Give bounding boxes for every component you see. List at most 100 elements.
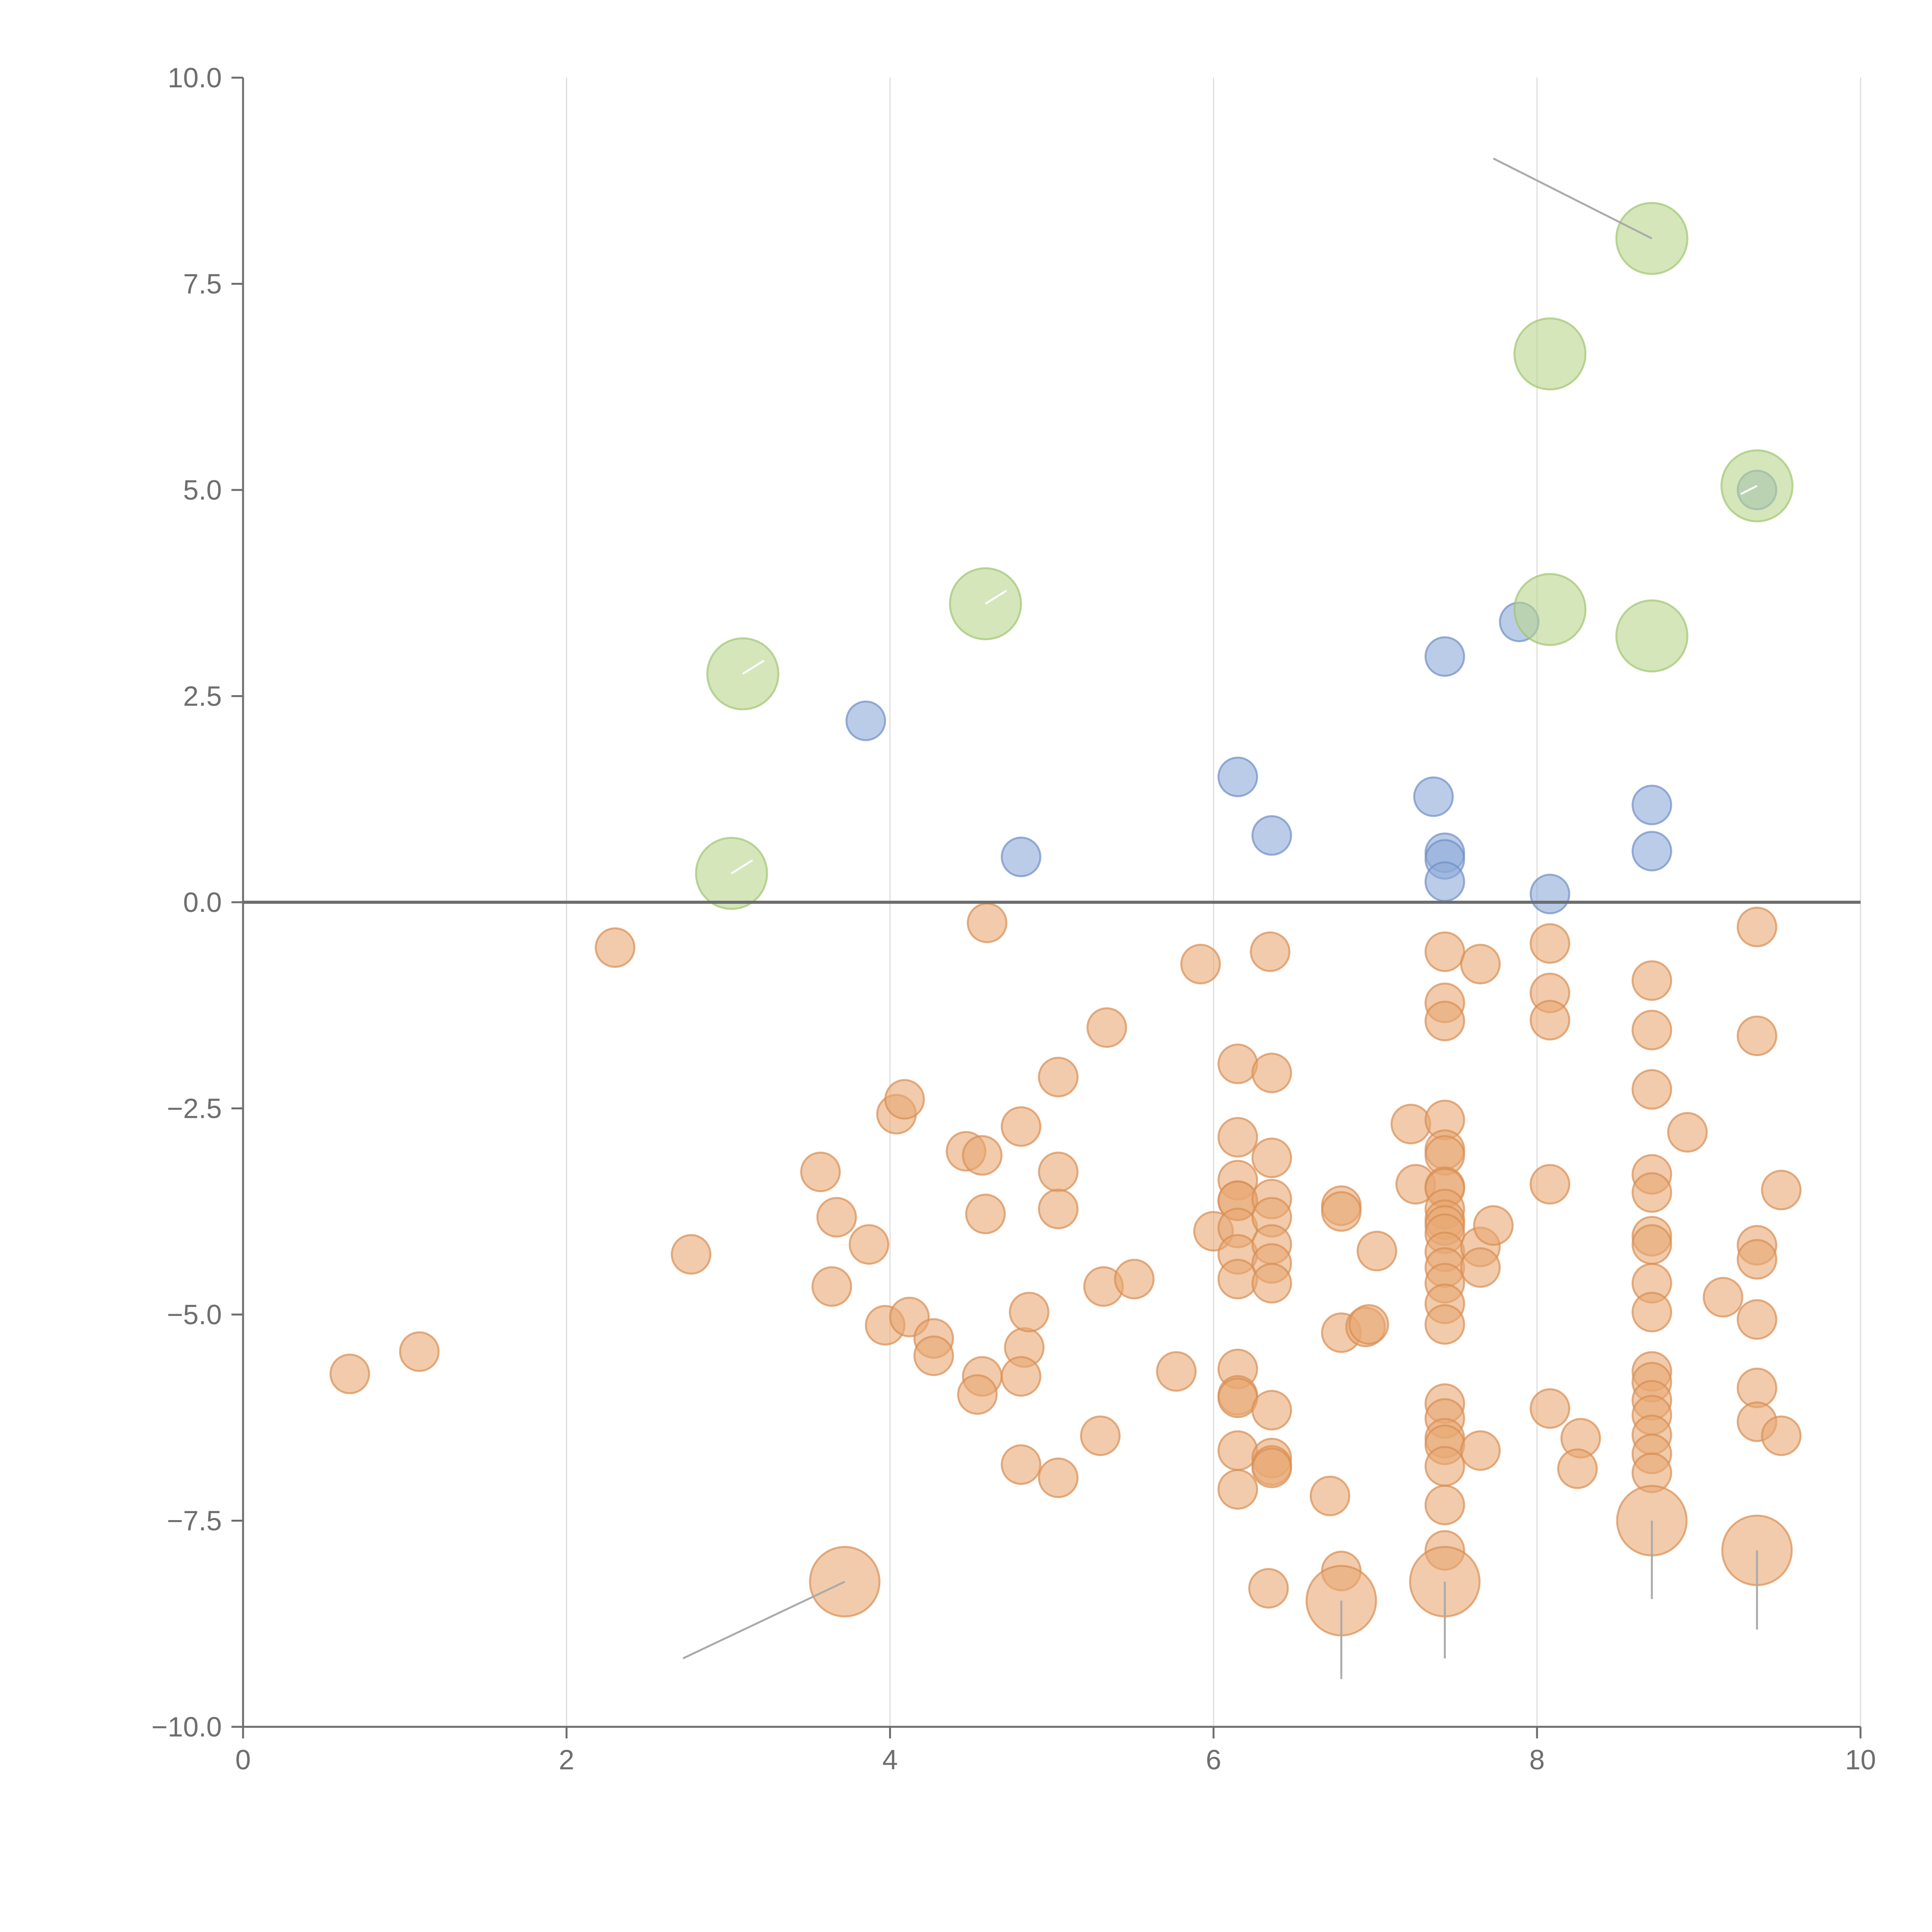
data-point-orange: [1009, 1292, 1049, 1333]
data-point-orange: [1529, 923, 1570, 964]
y-axis-ticks: −10.0 −7.5 −5.0 −2.5 0.0 2.5 5.0 7.5 10.0: [151, 63, 243, 1743]
y-tick-label: −10.0: [151, 1712, 222, 1743]
data-point-orange: [1736, 1239, 1777, 1280]
annotation-leader-line: [1493, 157, 1653, 240]
data-point-orange: [1736, 1015, 1777, 1056]
data-point-orange: [595, 927, 636, 968]
data-point-orange: [1390, 1104, 1431, 1145]
data-point-orange: [1248, 1568, 1289, 1609]
x-tick-label: 6: [1206, 1745, 1221, 1776]
data-point-orange: [1000, 1356, 1041, 1397]
data-point-orange: [1460, 1430, 1501, 1471]
data-point-orange: [1631, 1172, 1672, 1213]
data-point-orange: [1460, 944, 1501, 985]
data-point-orange: [1631, 960, 1672, 1001]
data-point-orange: [1217, 1378, 1258, 1418]
data-point-orange: [399, 1331, 440, 1372]
data-point-orange: [800, 1151, 841, 1192]
data-point-orange: [811, 1266, 852, 1307]
data-point-orange: [1348, 1304, 1389, 1345]
y-tick-label: 0.0: [183, 887, 222, 918]
y-tick-label: −5.0: [167, 1299, 222, 1330]
data-point-orange: [1217, 1043, 1258, 1084]
data-point-orange: [1761, 1415, 1802, 1456]
data-point-blue: [1424, 861, 1465, 902]
x-tick-label: 4: [882, 1745, 898, 1776]
data-point-orange: [1251, 1390, 1292, 1431]
data-points: [329, 202, 1802, 1636]
data-point-orange: [1000, 1106, 1041, 1147]
y-tick-label: −7.5: [167, 1506, 222, 1537]
data-point-orange: [1217, 1469, 1258, 1510]
data-point-green-large: [1513, 573, 1587, 646]
data-point-orange: [1424, 1304, 1465, 1345]
data-point-orange: [965, 1194, 1006, 1235]
data-point-orange: [967, 902, 1008, 943]
data-point-orange: [957, 1374, 998, 1415]
data-point-orange: [913, 1335, 954, 1376]
data-point-orange: [1424, 931, 1465, 972]
x-tick-label: 10: [1845, 1745, 1876, 1776]
data-point-orange: [1631, 1224, 1672, 1265]
data-point-orange: [1529, 1388, 1570, 1429]
data-point-orange: [1321, 1191, 1362, 1232]
data-point-orange: [1038, 1151, 1079, 1192]
data-point-blue: [1529, 874, 1570, 915]
data-point-orange: [1424, 1000, 1465, 1041]
data-point-orange: [1736, 906, 1777, 947]
data-point-blue: [1631, 831, 1672, 872]
data-point-orange: [1631, 1069, 1672, 1110]
data-point-orange: [1631, 1010, 1672, 1051]
y-tick-label: 7.5: [183, 269, 222, 300]
data-point-orange: [1038, 1189, 1079, 1230]
data-point-orange: [1180, 944, 1221, 985]
data-point-orange: [1736, 1299, 1777, 1340]
data-point-orange: [1086, 1007, 1127, 1048]
data-point-orange: [1310, 1475, 1350, 1516]
x-tick-label: 8: [1529, 1745, 1545, 1776]
data-point-orange: [1251, 1053, 1292, 1094]
data-point-orange: [329, 1354, 370, 1395]
y-tick-label: 10.0: [168, 63, 222, 94]
data-point-orange: [671, 1234, 712, 1275]
data-point-orange: [1424, 1485, 1465, 1526]
data-point-blue: [845, 701, 886, 742]
data-point-orange: [1529, 1000, 1570, 1041]
annotation-leader-line: [1740, 485, 1758, 495]
data-point-blue: [1000, 837, 1041, 878]
y-tick-label: 5.0: [183, 475, 222, 506]
x-axis-ticks: 0 2 4 6 8 10: [235, 1727, 1876, 1776]
data-point-orange: [1529, 1164, 1570, 1205]
data-point-blue: [1251, 815, 1292, 856]
data-point-orange: [1251, 1447, 1292, 1488]
data-point-orange: [1761, 1170, 1802, 1211]
data-point-blue: [1631, 784, 1672, 825]
data-point-orange: [1424, 1446, 1465, 1487]
annotation-leaders: [682, 157, 1758, 1679]
data-point-orange: [849, 1224, 889, 1265]
data-point-orange: [962, 1135, 1003, 1176]
y-tick-label: −2.5: [167, 1094, 222, 1124]
data-point-orange: [1557, 1448, 1598, 1489]
data-point-blue: [1413, 776, 1454, 817]
data-point-orange: [1473, 1205, 1514, 1246]
data-point-orange: [1631, 1292, 1672, 1333]
data-point-orange: [1250, 931, 1291, 972]
data-point-orange: [884, 1079, 925, 1120]
data-point-green-large: [1513, 317, 1587, 391]
x-tick-label: 2: [559, 1745, 574, 1776]
data-point-blue: [1217, 757, 1258, 798]
data-point-orange: [1356, 1231, 1397, 1272]
data-point-orange: [1251, 1138, 1292, 1179]
data-point-orange: [1114, 1259, 1155, 1299]
data-point-green-large: [1615, 599, 1689, 673]
annotation-leader-line: [682, 1581, 845, 1660]
annotation-leader-line: [731, 859, 753, 874]
data-point-blue: [1424, 636, 1465, 677]
data-point-orange: [1217, 1430, 1258, 1471]
data-point-orange: [1251, 1263, 1292, 1304]
data-point-orange: [1080, 1415, 1121, 1456]
data-point-orange: [1217, 1117, 1258, 1158]
data-point-orange: [1667, 1112, 1708, 1153]
